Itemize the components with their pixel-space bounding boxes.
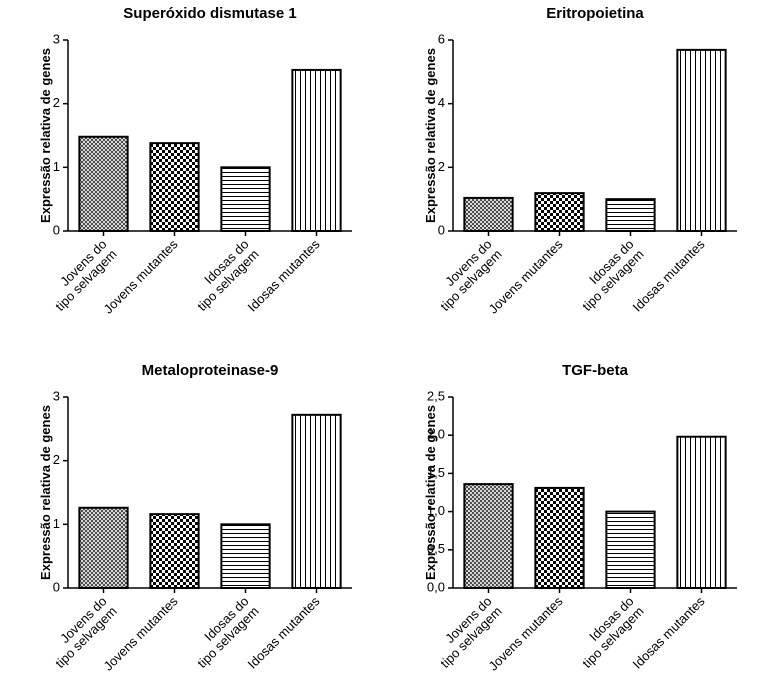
y-tick-label: 6 xyxy=(438,31,445,46)
x-tick-label: Idosas mutantes xyxy=(630,593,708,671)
x-tick-label: Idosas mutantes xyxy=(245,236,323,314)
bar xyxy=(534,192,585,232)
chart: Eritropoietina Expressão relativa de gene… xyxy=(423,5,737,317)
y-axis-label: Expressão relativa de genes xyxy=(423,48,438,223)
y-tick-label: 0 xyxy=(53,222,60,237)
x-tick-label: Jovens mutantes xyxy=(486,236,566,316)
y-tick-label: 4 xyxy=(438,95,445,110)
bar xyxy=(605,198,656,233)
x-tick-label: Jovens mutantes xyxy=(101,236,181,316)
bar xyxy=(676,435,727,589)
bar xyxy=(534,486,585,589)
y-tick-label: 1,5 xyxy=(427,465,445,480)
bar xyxy=(220,523,271,589)
bar xyxy=(78,506,129,589)
x-tick-label: Jovens mutantes xyxy=(101,593,181,673)
y-tick-label: 1 xyxy=(53,159,60,174)
y-tick-label: 2,0 xyxy=(427,427,445,442)
bar xyxy=(605,510,656,590)
chart: Superóxido dismutase 1 Expressão relativa… xyxy=(38,5,352,317)
bar xyxy=(463,196,514,232)
x-tick-label: Idosas mutantes xyxy=(245,593,323,671)
bar xyxy=(149,142,200,232)
chart-title: Metaloproteinase-9 xyxy=(142,362,279,379)
chart-title: Superóxido dismutase 1 xyxy=(123,5,296,22)
y-tick-label: 0,0 xyxy=(427,579,445,594)
chart-title: TGF-beta xyxy=(562,362,628,379)
y-tick-label: 3 xyxy=(53,31,60,46)
bar xyxy=(149,513,200,589)
y-tick-label: 0,5 xyxy=(427,541,445,556)
y-tick-label: 2,5 xyxy=(427,388,445,403)
y-tick-label: 1,0 xyxy=(427,503,445,518)
y-tick-label: 3 xyxy=(53,388,60,403)
y-tick-label: 0 xyxy=(438,222,445,237)
bar xyxy=(291,68,342,232)
y-tick-label: 2 xyxy=(438,159,445,174)
y-tick-label: 2 xyxy=(53,95,60,110)
x-tick-label: Jovens mutantes xyxy=(486,593,566,673)
y-axis-label: Expressão relativa de genes xyxy=(38,48,53,223)
y-axis-label: Expressão relativa de genes xyxy=(38,405,53,580)
y-tick-label: 1 xyxy=(53,516,60,531)
y-tick-label: 0 xyxy=(53,579,60,594)
chart: Metaloproteinase-9 Expressão relativa de … xyxy=(38,362,352,674)
y-tick-label: 2 xyxy=(53,452,60,467)
bar xyxy=(676,48,727,232)
bar xyxy=(78,135,129,232)
bar xyxy=(220,166,271,232)
bar xyxy=(291,413,342,590)
chart-title: Eritropoietina xyxy=(546,5,644,22)
bar xyxy=(463,483,514,589)
x-tick-label: Idosas mutantes xyxy=(630,236,708,314)
y-axis-label: Expressão relativa de genes xyxy=(423,405,438,580)
